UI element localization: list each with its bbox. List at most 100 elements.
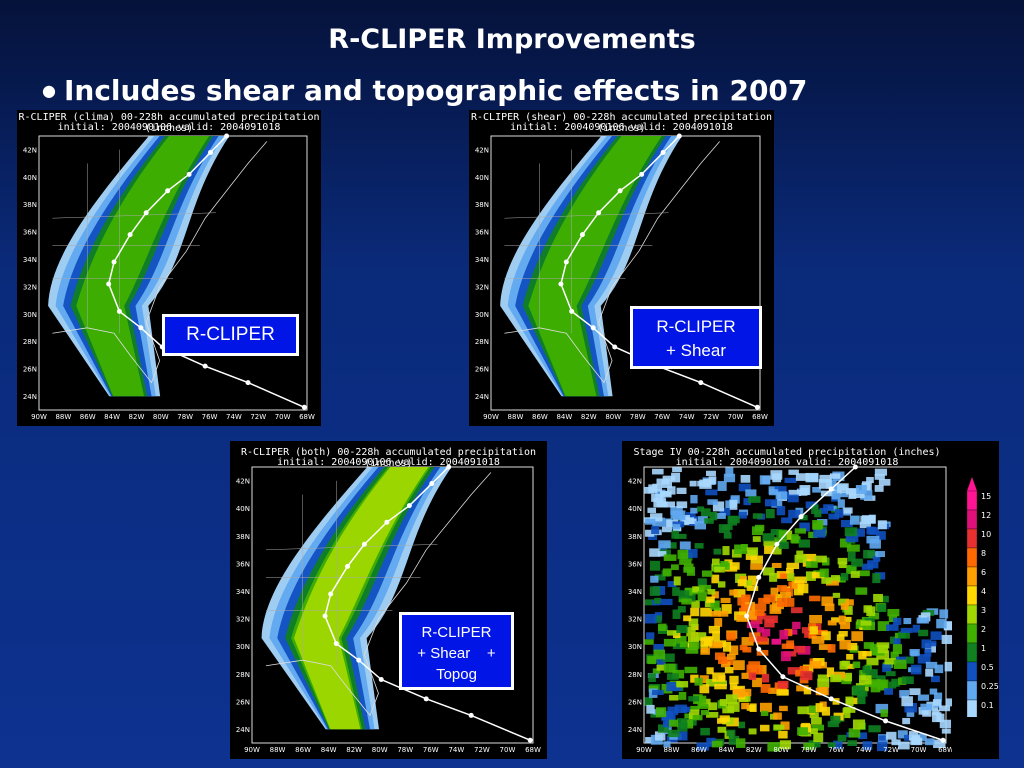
rain-cell: [830, 575, 840, 583]
rain-cell: [671, 530, 680, 539]
rain-cell: [662, 568, 672, 577]
rain-cell: [858, 732, 868, 740]
rain-cell: [752, 536, 761, 542]
rain-cell: [817, 674, 830, 682]
rain-cell: [663, 741, 671, 748]
rain-cell: [862, 621, 876, 631]
rain-cell: [892, 644, 903, 655]
track-point: [202, 363, 208, 369]
rain-cell: [805, 472, 819, 483]
lon-tick-label: 70W: [728, 413, 744, 421]
rain-cell: [672, 467, 682, 473]
rain-cell: [920, 612, 931, 622]
track-point: [756, 574, 762, 580]
rain-cell: [681, 517, 695, 524]
track-point: [828, 696, 834, 702]
track-point: [301, 404, 307, 410]
rain-cell: [811, 724, 825, 731]
rain-cell: [797, 583, 809, 594]
lon-tick-label: 78W: [801, 746, 817, 754]
lat-tick-label: 32N: [475, 283, 489, 291]
rain-cell: [787, 667, 801, 675]
rain-cell: [939, 705, 951, 712]
rain-cell: [741, 702, 750, 710]
rain-cell: [777, 585, 787, 592]
rain-cell: [697, 591, 707, 602]
lat-tick-label: 36N: [236, 560, 250, 568]
colorbar-value: 10: [981, 530, 991, 539]
lat-tick-label: 38N: [23, 201, 37, 209]
track-point: [406, 503, 412, 509]
rain-cell: [878, 735, 886, 741]
lat-tick-label: 42N: [23, 146, 37, 154]
map-panel-stage-iv: 42N 40N 38N 36N 34N 32N 30N 28N 26N 24N 90W 88W 86W 8…: [622, 441, 999, 759]
rain-cell: [821, 596, 834, 606]
rain-cell: [657, 724, 669, 733]
track-point: [224, 133, 230, 139]
rain-cell: [866, 526, 876, 535]
colorbar-swatch: [966, 623, 978, 644]
rain-cell: [672, 524, 681, 530]
precipitation-map: 42N 40N 38N 36N 34N 32N 30N 28N 26N 24N 90W 88W 86W 8…: [23, 133, 315, 421]
track-point: [186, 171, 192, 177]
rain-cell: [939, 719, 952, 729]
rain-cell: [662, 475, 676, 481]
rain-cell: [873, 593, 883, 603]
rain-cell: [904, 703, 918, 713]
rain-cell: [732, 689, 745, 698]
rain-cell: [646, 632, 655, 640]
rain-cell: [838, 598, 849, 606]
lon-tick-label: 80W: [153, 413, 169, 421]
rain-cell: [729, 675, 739, 685]
rain-cell: [692, 715, 703, 721]
panel-header-line1: Stage IV 00-228h accumulated precipitati…: [633, 447, 941, 458]
rain-cell: [696, 632, 707, 641]
rain-cell: [726, 632, 736, 641]
lat-tick-label: 34N: [628, 588, 642, 596]
rain-cell: [662, 720, 672, 728]
rain-cell: [851, 631, 864, 642]
track-point: [361, 541, 367, 547]
rain-cell: [831, 617, 840, 623]
rain-cell: [808, 705, 817, 714]
rain-cell: [788, 509, 801, 519]
rain-cell: [840, 520, 853, 528]
rain-cell: [939, 609, 949, 619]
track-point: [378, 677, 384, 683]
rain-cell: [759, 475, 771, 485]
colorbar-value: 0.25: [981, 682, 999, 691]
rain-cell: [701, 570, 713, 577]
rain-cell: [747, 575, 757, 586]
bullet-text: Includes shear and topographic effects i…: [63, 74, 808, 107]
rain-cell: [653, 649, 666, 660]
rain-cell: [741, 672, 752, 679]
lon-tick-label: 78W: [397, 746, 413, 754]
rain-cell: [874, 474, 885, 480]
rain-cell: [741, 594, 751, 602]
rain-cell: [925, 738, 935, 746]
track-point: [116, 308, 122, 314]
lat-tick-label: 34N: [23, 256, 37, 264]
rain-cell: [739, 644, 748, 651]
track-point: [852, 464, 858, 470]
rain-cell: [667, 673, 679, 680]
track-point: [579, 232, 585, 238]
rain-cell: [861, 563, 874, 570]
lat-tick-label: 36N: [628, 560, 642, 568]
panel-label-shear: R-CLIPER + Shear: [630, 306, 762, 369]
rain-cell: [944, 621, 952, 631]
rain-cell: [645, 737, 654, 744]
rain-cell: [899, 690, 910, 698]
rain-cell: [767, 742, 781, 752]
rain-cell: [654, 615, 662, 623]
rain-cell: [930, 631, 942, 640]
rain-cell: [772, 473, 782, 483]
rain-cell: [815, 703, 823, 713]
rain-cell: [761, 628, 771, 637]
rain-cell: [776, 597, 788, 607]
rain-cell: [840, 603, 849, 610]
rain-cell: [667, 581, 677, 588]
rain-cell: [697, 578, 707, 587]
rain-cell: [664, 501, 675, 508]
rain-cell: [699, 675, 709, 684]
